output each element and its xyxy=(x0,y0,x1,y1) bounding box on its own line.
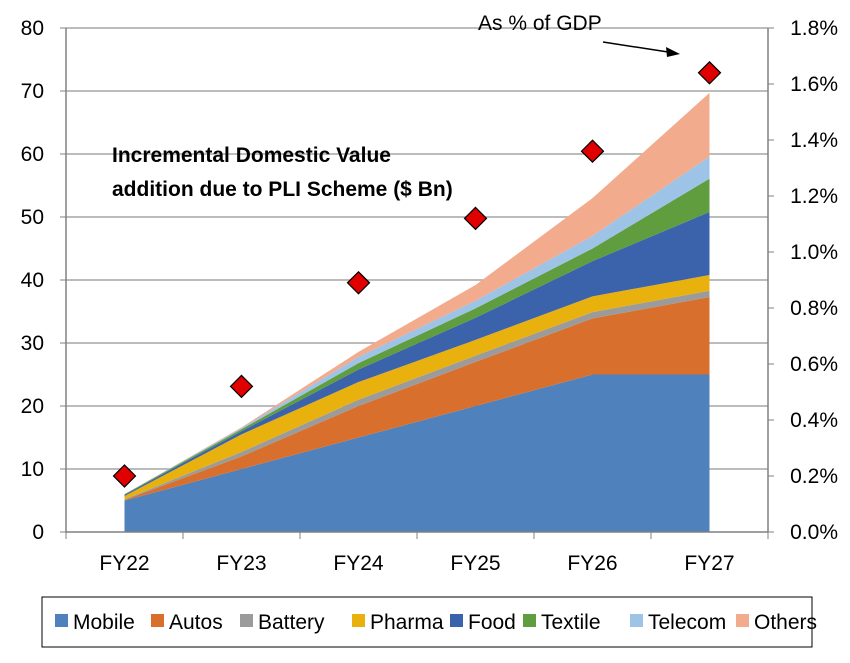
gdp-marker xyxy=(463,206,488,231)
axes xyxy=(60,27,774,539)
stacked-areas xyxy=(124,92,710,532)
y2-tick-label: 0.2% xyxy=(790,465,838,488)
x-tick-label: FY26 xyxy=(567,552,617,575)
legend-label-textile: Textile xyxy=(541,611,601,634)
area-food xyxy=(124,211,710,497)
area-autos xyxy=(124,297,710,501)
x-tick-label: FY24 xyxy=(333,552,384,575)
legend-box xyxy=(41,596,813,648)
legend-swatch-battery xyxy=(240,614,253,627)
x-tick-label: FY25 xyxy=(450,552,500,575)
area-pharma xyxy=(124,274,710,500)
chart-title-line-1: Incremental Domestic Value xyxy=(112,144,391,167)
gdp-markers xyxy=(112,60,722,488)
gdp-marker xyxy=(112,464,137,488)
annotation-arrow xyxy=(602,41,680,57)
legend-label-mobile: Mobile xyxy=(73,611,135,634)
legend: Mobile Autos Battery Pharma Food Textile Telec… xyxy=(55,611,817,634)
area-textile xyxy=(124,178,710,495)
y2-tick-label: 1.2% xyxy=(790,185,838,208)
y-tick-label: 70 xyxy=(21,80,44,103)
legend-swatch-telecom xyxy=(630,614,643,627)
x-tick-label: FY23 xyxy=(216,552,266,575)
y2-tick-label: 1.0% xyxy=(790,241,838,264)
chart-title-line-2: addition due to PLI Scheme ($ Bn) xyxy=(112,178,453,201)
legend-swatch-textile xyxy=(523,614,536,627)
legend-label-food: Food xyxy=(468,611,516,634)
legend-swatch-others xyxy=(736,614,749,627)
legend-label-others: Others xyxy=(754,611,817,634)
tick-labels: 0 10 20 30 40 50 60 70 80 0.0% 0.2% 0.4% 0.6% 0.8% 1.0… xyxy=(21,17,838,575)
y-tick-label: 80 xyxy=(21,17,44,40)
y2-tick-label: 1.8% xyxy=(790,17,838,40)
gdp-marker xyxy=(580,139,605,164)
legend-swatch-pharma xyxy=(352,614,365,627)
x-tick-label: FY22 xyxy=(99,552,149,575)
legend-label-telecom: Telecom xyxy=(648,611,726,634)
legend-swatch-autos xyxy=(151,614,164,627)
y2-tick-label: 0.8% xyxy=(790,297,838,320)
y-tick-label: 60 xyxy=(21,143,44,166)
y-tick-label: 10 xyxy=(21,458,44,481)
y2-tick-label: 0.4% xyxy=(790,409,838,432)
legend-label-battery: Battery xyxy=(258,611,325,634)
y2-tick-label: 0.0% xyxy=(790,521,838,544)
y2-tick-label: 1.4% xyxy=(790,129,838,152)
legend-swatch-mobile xyxy=(55,614,68,627)
y-tick-label: 50 xyxy=(21,206,44,229)
gdp-marker xyxy=(697,60,722,85)
gdp-marker xyxy=(229,374,254,399)
y-tick-label: 40 xyxy=(21,269,44,292)
area-mobile xyxy=(124,374,710,532)
y2-tick-label: 1.6% xyxy=(790,73,838,96)
y-tick-label: 20 xyxy=(21,395,44,418)
y-tick-label: 0 xyxy=(32,521,44,544)
legend-label-pharma: Pharma xyxy=(370,611,444,634)
gdp-annotation: As % of GDP xyxy=(478,12,602,35)
y2-tick-label: 0.6% xyxy=(790,353,838,376)
gdp-marker xyxy=(346,270,371,295)
legend-swatch-food xyxy=(450,614,463,627)
x-tick-label: FY27 xyxy=(684,552,734,575)
legend-label-autos: Autos xyxy=(169,611,223,634)
y-tick-label: 30 xyxy=(21,332,44,355)
